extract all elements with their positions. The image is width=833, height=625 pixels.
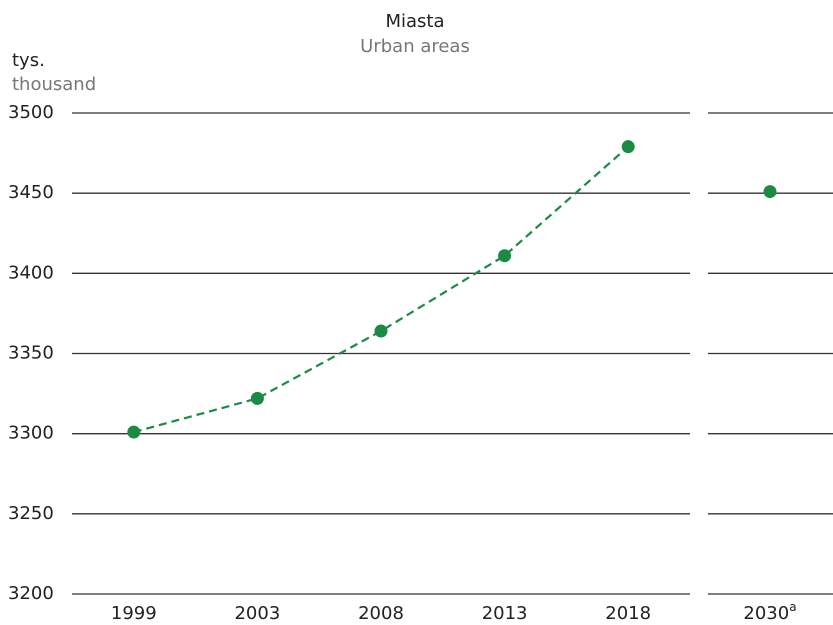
y-axis-label: tys. [12, 50, 45, 71]
x-tick-superscript: a [789, 600, 796, 614]
y-tick-label: 3250 [8, 503, 54, 524]
y-tick-label: 3450 [8, 182, 54, 203]
y-tick-label: 3300 [8, 423, 54, 444]
x-tick-text: 1999 [111, 603, 157, 624]
x-tick-text: 2008 [358, 603, 404, 624]
y-tick-label: 3350 [8, 343, 54, 364]
y-tick-label: 3500 [8, 102, 54, 123]
x-tick-text: 2003 [234, 603, 280, 624]
series-line [133, 145, 629, 434]
data-point [763, 185, 777, 199]
data-point [250, 391, 264, 405]
data-point [374, 324, 388, 338]
y-axis-label-secondary: thousand [12, 74, 96, 95]
x-tick-label: 2030a [743, 600, 796, 625]
x-tick-label: 2008 [358, 603, 404, 624]
x-tick-label: 2003 [234, 603, 280, 624]
data-point [498, 249, 512, 263]
x-tick-text: 2018 [605, 603, 651, 624]
data-point [127, 425, 141, 439]
chart-subtitle: Urban areas [360, 36, 470, 57]
y-tick-label: 3200 [8, 583, 54, 604]
x-tick-label: 2018 [605, 603, 651, 624]
data-point [621, 140, 635, 154]
y-tick-label: 3400 [8, 262, 54, 283]
x-tick-label: 1999 [111, 603, 157, 624]
x-tick-label: 2013 [482, 603, 528, 624]
x-tick-text: 2013 [482, 603, 528, 624]
x-tick-text: 2030 [743, 603, 789, 624]
chart-title: Miasta [385, 11, 444, 32]
